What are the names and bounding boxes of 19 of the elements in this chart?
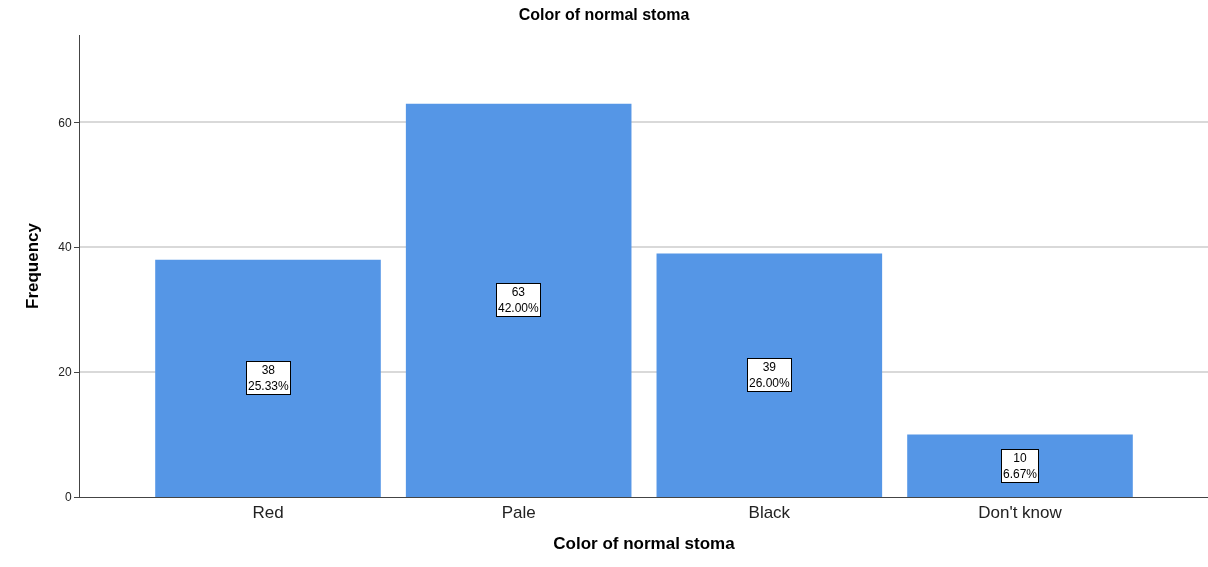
x-tick-label: Black [748,503,791,523]
bar [405,103,632,497]
data-label: 38 25.33% [248,363,290,393]
y-tick-label: 0 [64,490,72,505]
x-axis-title: Color of normal stoma [553,533,736,553]
data-label: 63 42.00% [498,285,540,315]
y-tick-label: 40 [58,240,72,255]
x-tick-label: Don't know [978,503,1063,523]
bar [907,434,1133,497]
data-label: 10 6.67% [1003,451,1038,481]
bar [155,259,381,497]
y-tick-label: 60 [58,115,72,130]
y-tick-label: 20 [58,365,72,380]
bar [656,253,883,497]
y-axis-title: Frequency [22,222,42,309]
chart-title: Color of normal stoma [518,5,690,23]
data-label: 39 26.00% [749,360,791,390]
x-tick-label: Pale [501,503,536,523]
x-tick-label: Red [252,503,284,523]
